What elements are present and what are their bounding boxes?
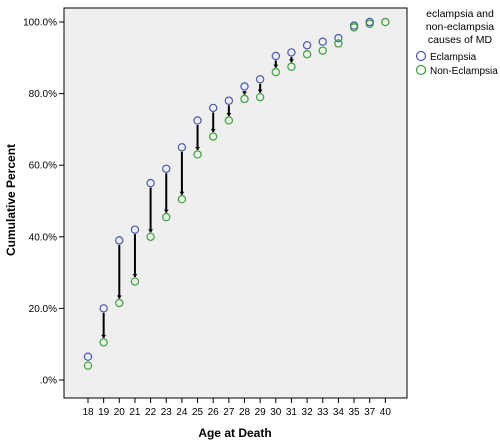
eclampsia-point: [162, 164, 171, 173]
connector-arrowhead: [163, 209, 169, 213]
x-tick-label: 37: [364, 407, 376, 418]
non-eclampsia-point: [287, 62, 296, 71]
connector-arrowhead: [148, 229, 154, 233]
non-eclampsia-point: [162, 212, 171, 222]
non-eclampsia-point: [193, 150, 202, 159]
non-eclampsia-point: [334, 39, 343, 48]
legend-label-non-eclampsia: Non-Eclampsia: [430, 66, 498, 77]
x-tick-label: 20: [114, 407, 126, 418]
legend-title-line-2: non-eclampsia: [426, 21, 494, 33]
x-tick-label: 34: [333, 407, 345, 418]
eclampsia-point: [177, 143, 187, 152]
connector-arrowhead: [210, 129, 216, 133]
eclampsia-point: [115, 236, 124, 245]
y-tick-label: 40.0%: [29, 232, 57, 243]
legend-title-line-1: eclampsia and: [426, 8, 494, 20]
eclampsia-point: [334, 33, 343, 43]
x-tick-label: 27: [223, 407, 235, 418]
non-eclampsia-point: [146, 232, 155, 241]
connector-arrowhead: [101, 334, 107, 338]
y-tick-label: .0%: [40, 376, 57, 387]
non-eclampsia-point: [255, 92, 265, 102]
connector-arrowhead: [116, 295, 122, 299]
y-axis-title: Cumulative Percent: [4, 144, 18, 256]
data-points: [83, 17, 390, 370]
x-axis: 18 19 20 21 22 23 24 25 26 27 28 29 30 31 32 33 34 35 37 40: [82, 398, 391, 418]
x-tick-label: 32: [302, 407, 314, 418]
connector-arrowhead: [226, 112, 232, 116]
y-axis: .0% 20.0% 40.0% 60.0% 80.0% 100.0%: [23, 18, 64, 387]
y-tick-label: 20.0%: [29, 304, 57, 315]
legend-title-line-3: causes of MD: [428, 34, 493, 46]
non-eclampsia-point: [349, 23, 359, 32]
x-tick-label: 33: [317, 407, 329, 418]
eclampsia-point: [99, 304, 108, 313]
eclampsia-point: [302, 41, 312, 50]
x-tick-label: 24: [176, 407, 188, 418]
non-eclampsia-point: [83, 361, 93, 370]
x-tick-label: 28: [239, 407, 251, 418]
connector-arrowhead: [132, 274, 138, 278]
connector-arrowhead: [273, 64, 279, 68]
x-tick-label: 18: [82, 407, 94, 418]
connector-lines: [101, 56, 294, 338]
non-eclampsia-point: [365, 19, 374, 28]
eclampsia-point: [83, 352, 93, 361]
x-tick-label: 19: [98, 407, 110, 418]
connector-arrowhead: [179, 191, 185, 195]
non-eclampsia-point: [381, 17, 390, 27]
legend-label-eclampsia: Eclampsia: [430, 52, 477, 63]
x-tick-label: 23: [161, 407, 173, 418]
eclampsia-point: [146, 178, 155, 188]
plot-area: [63, 7, 408, 399]
x-tick-label: 26: [208, 407, 220, 418]
eclampsia-point: [287, 48, 296, 57]
eclampsia-point: [208, 103, 218, 113]
x-tick-label: 25: [192, 407, 204, 418]
eclampsia-point: [193, 116, 202, 125]
x-tick-label: 21: [129, 407, 141, 418]
eclampsia-point: [255, 75, 265, 84]
connector-arrowhead: [288, 59, 294, 63]
eclampsia-point: [318, 37, 327, 46]
y-tick-label: 60.0%: [29, 161, 57, 172]
non-eclampsia-point: [177, 195, 187, 204]
x-tick-label: 30: [270, 407, 282, 418]
non-eclampsia-point: [99, 338, 108, 347]
non-eclampsia-point: [318, 46, 327, 55]
non-eclampsia-point: [224, 116, 234, 125]
x-axis-title: Age at Death: [198, 426, 271, 440]
non-eclampsia-point: [208, 132, 218, 141]
eclampsia-point: [271, 51, 280, 61]
connector-arrowhead: [257, 89, 263, 93]
eclampsia-point: [224, 96, 234, 105]
eclampsia-point: [130, 225, 140, 234]
x-tick-label: 31: [286, 407, 298, 418]
x-tick-label: 22: [145, 407, 157, 418]
legend-marker-eclampsia: [415, 50, 427, 62]
non-eclampsia-point: [302, 50, 312, 59]
non-eclampsia-point: [271, 67, 280, 77]
legend: eclampsia and non-eclampsia causes of MD…: [415, 8, 498, 77]
eclampsia-point: [240, 82, 249, 91]
x-tick-label: 35: [348, 407, 360, 418]
x-tick-label: 40: [380, 407, 392, 418]
non-eclampsia-point: [240, 94, 249, 104]
connector-arrowhead: [195, 146, 201, 150]
legend-marker-non-eclampsia: [415, 64, 427, 76]
y-tick-label: 80.0%: [29, 89, 57, 100]
non-eclampsia-point: [115, 298, 124, 308]
connector-arrowhead: [242, 91, 247, 95]
non-eclampsia-point: [130, 277, 140, 286]
x-tick-label: 29: [255, 407, 267, 418]
y-tick-label: 100.0%: [23, 18, 57, 29]
